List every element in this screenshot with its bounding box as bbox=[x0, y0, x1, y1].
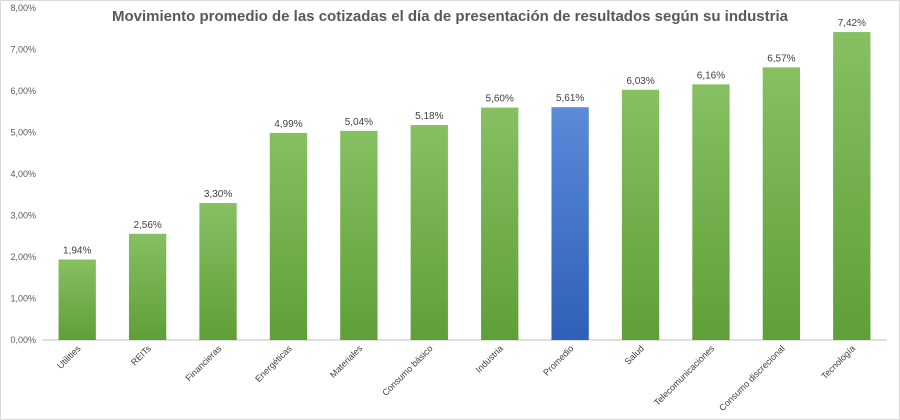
category-labels: Utilities REITs Financieras Energéticas Mate… bbox=[55, 343, 857, 413]
y-tick-label: 4,00% bbox=[10, 169, 36, 179]
data-label: 5,18% bbox=[415, 111, 443, 122]
data-label: 6,16% bbox=[697, 70, 725, 81]
y-tick-label: 2,00% bbox=[10, 252, 36, 262]
bar-industria bbox=[481, 107, 519, 340]
bar-reits bbox=[128, 233, 167, 340]
y-tick-label: 0,00% bbox=[10, 335, 36, 345]
y-tick-label: 8,00% bbox=[10, 3, 36, 13]
category-label: Promedio bbox=[541, 343, 575, 377]
category-label: Salud bbox=[623, 343, 646, 366]
bar-promedio bbox=[551, 107, 589, 340]
bar-materiales bbox=[340, 130, 378, 340]
data-label: 7,42% bbox=[838, 18, 866, 29]
y-tick-label: 7,00% bbox=[10, 45, 36, 55]
category-label: Consumo básico bbox=[380, 343, 434, 397]
bar-financieras bbox=[199, 203, 237, 340]
y-tick-label: 1,00% bbox=[10, 294, 36, 304]
bar-telecomunicaciones bbox=[692, 84, 730, 340]
data-label: 6,03% bbox=[626, 76, 654, 87]
bar-consumo-básico bbox=[410, 125, 448, 340]
category-label: Industria bbox=[474, 343, 505, 374]
y-tick-label: 5,00% bbox=[10, 128, 36, 138]
data-label: 1,94% bbox=[63, 245, 91, 256]
data-label: 5,04% bbox=[345, 117, 373, 128]
category-label: REITs bbox=[129, 343, 153, 367]
bar-salud bbox=[621, 89, 660, 340]
y-tick-label: 3,00% bbox=[10, 211, 36, 221]
category-label: Energéticas bbox=[253, 343, 294, 384]
data-label: 3,30% bbox=[204, 189, 232, 200]
chart-title: Movimiento promedio de las cotizadas el … bbox=[112, 8, 788, 25]
bar-energéticas bbox=[269, 132, 308, 340]
bar-consumo-discrecional bbox=[762, 67, 801, 340]
data-labels: 1,94% 2,56% 3,30% 4,99% 5,04% 5,18% 5,60% 5,61%… bbox=[63, 18, 866, 256]
data-label: 6,57% bbox=[767, 53, 795, 64]
bar-tecnología bbox=[833, 32, 871, 340]
category-label: Utilities bbox=[55, 343, 83, 371]
bar-utilities bbox=[58, 259, 96, 340]
category-label: Consumo discrecional bbox=[717, 343, 787, 413]
data-label: 2,56% bbox=[133, 220, 161, 231]
category-label: Tecnología bbox=[819, 343, 857, 381]
data-label: 5,60% bbox=[486, 94, 514, 105]
y-axis-ticks: 0,00% 1,00% 2,00% 3,00% 4,00% 5,00% 6,00% 7,00%… bbox=[10, 3, 36, 345]
data-label: 5,61% bbox=[556, 93, 584, 104]
category-label: Materiales bbox=[328, 343, 365, 380]
y-tick-label: 6,00% bbox=[10, 86, 36, 96]
category-label: Telecomunicaciones bbox=[652, 343, 717, 408]
bars bbox=[58, 32, 871, 340]
category-label: Financieras bbox=[183, 343, 223, 383]
data-label: 4,99% bbox=[274, 119, 302, 130]
